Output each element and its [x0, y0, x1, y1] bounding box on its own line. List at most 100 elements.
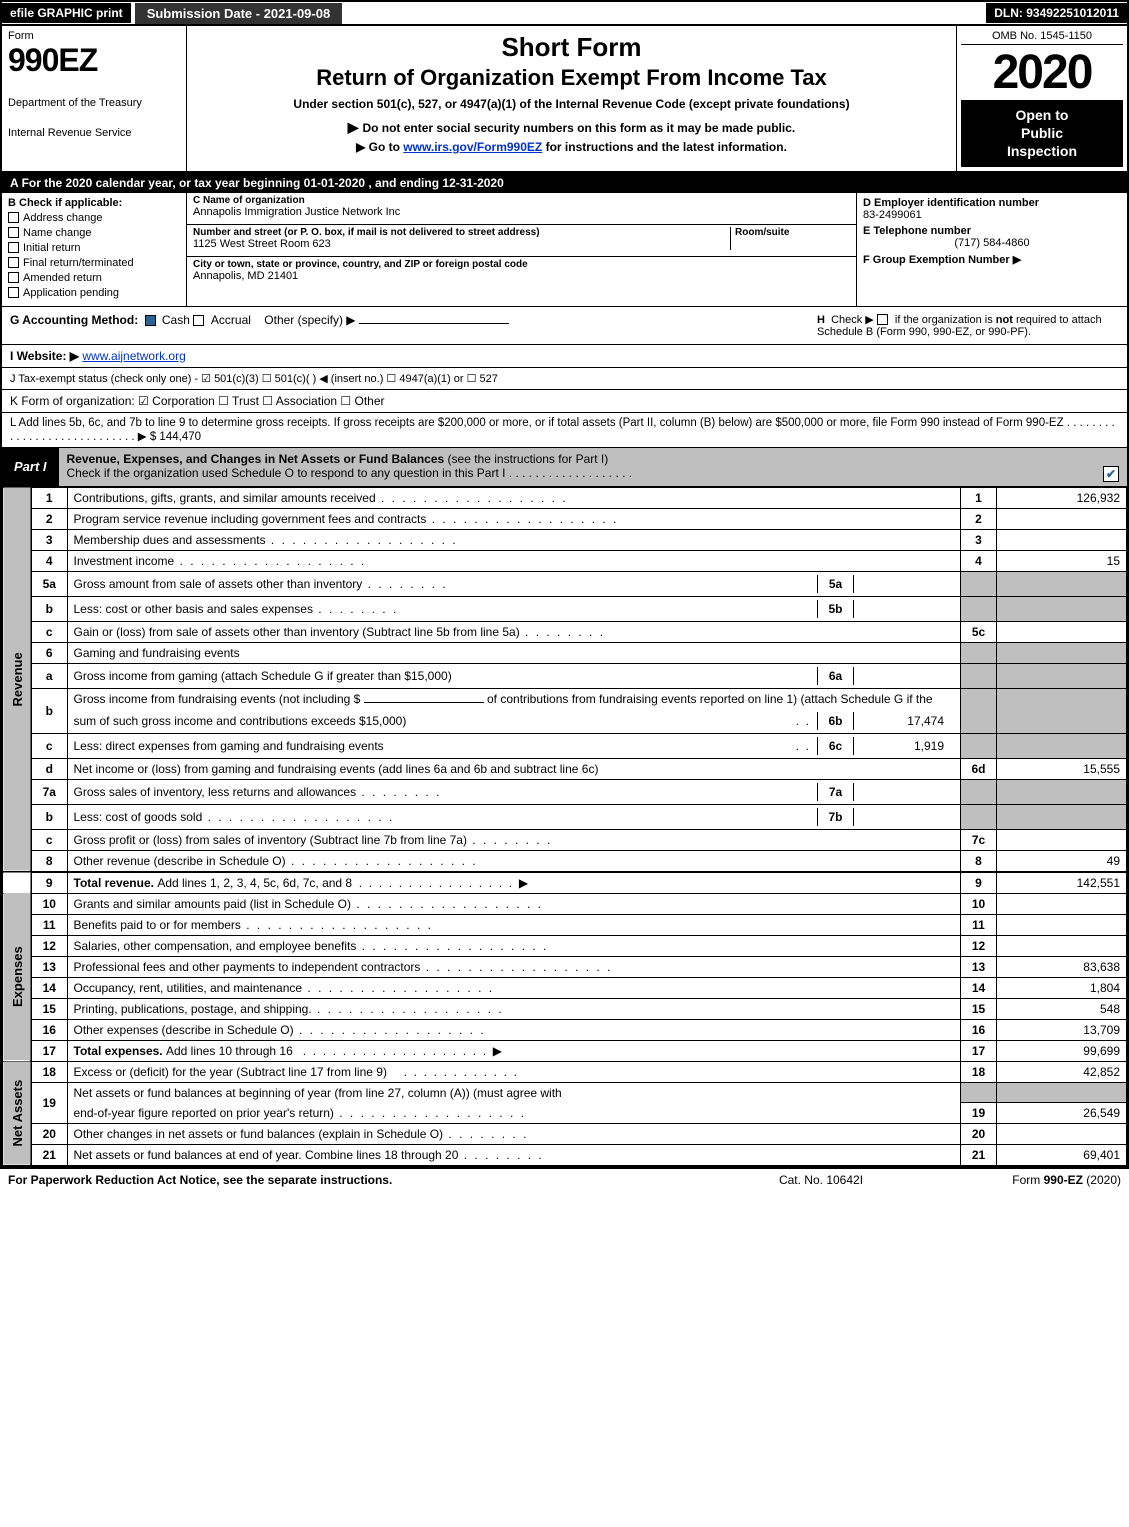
line-5a: 5a Gross amount from sale of assets othe… [3, 571, 1127, 596]
arrow-icon: ▶ [348, 119, 363, 135]
website-link[interactable]: www.aijnetwork.org [82, 349, 185, 363]
line-desc: Contributions, gifts, grants, and simila… [74, 491, 568, 505]
form-label: Form [8, 30, 180, 42]
form-header: Form 990EZ Department of the Treasury In… [2, 26, 1127, 173]
page-footer: For Paperwork Reduction Act Notice, see … [0, 1168, 1129, 1191]
chk-schedule-b[interactable] [877, 314, 888, 325]
addr-label: Number and street (or P. O. box, if mail… [193, 227, 730, 238]
header-left: Form 990EZ Department of the Treasury In… [2, 26, 187, 171]
line-6: 6 Gaming and fundraising events [3, 642, 1127, 663]
city-state-zip: Annapolis, MD 21401 [193, 270, 850, 282]
part-1-header: Part I Revenue, Expenses, and Changes in… [2, 448, 1127, 487]
line-6b: b Gross income from fundraising events (… [3, 688, 1127, 709]
line-13: 13 Professional fees and other payments … [3, 956, 1127, 977]
line-14: 14 Occupancy, rent, utilities, and maint… [3, 977, 1127, 998]
dept-irs: Internal Revenue Service [8, 127, 180, 139]
goto-prefix: Go to [369, 140, 404, 154]
website-label: I Website: ▶ [10, 349, 79, 363]
tel-label: E Telephone number [863, 225, 1121, 237]
under-section-text: Under section 501(c), 527, or 4947(a)(1)… [197, 97, 946, 111]
part-1-table: Revenue 1 Contributions, gifts, grants, … [2, 487, 1127, 1167]
part-1-subtitle: Check if the organization used Schedule … [67, 466, 633, 480]
goto-instructions: ▶ Go to www.irs.gov/Form990EZ for instru… [197, 140, 946, 154]
chk-initial-return[interactable]: Initial return [8, 242, 180, 254]
header-right: OMB No. 1545-1150 2020 Open to Public In… [957, 26, 1127, 171]
short-form-title: Short Form [197, 32, 946, 63]
line-17: 17 Total expenses. Add lines 10 through … [3, 1040, 1127, 1061]
header-center: Short Form Return of Organization Exempt… [187, 26, 957, 171]
line-a-tax-year: A For the 2020 calendar year, or tax yea… [2, 173, 1127, 193]
catalog-number: Cat. No. 10642I [721, 1173, 921, 1187]
efile-print-button[interactable]: efile GRAPHIC print [2, 3, 131, 23]
line-5b: b Less: cost or other basis and sales ex… [3, 596, 1127, 621]
chk-accrual[interactable] [193, 315, 204, 326]
line-20: 20 Other changes in net assets or fund b… [3, 1124, 1127, 1145]
section-d-e-f: D Employer identification number 83-2499… [857, 193, 1127, 306]
line-10: Expenses 10 Grants and similar amounts p… [3, 893, 1127, 914]
chk-name-change[interactable]: Name change [8, 227, 180, 239]
form-number: 990EZ [8, 42, 180, 79]
chk-final-return[interactable]: Final return/terminated [8, 257, 180, 269]
chk-cash-checked[interactable] [145, 315, 156, 326]
part-1-title-rest: (see the instructions for Part I) [448, 452, 609, 466]
street-address: 1125 West Street Room 623 [193, 238, 730, 250]
line-19-cont: end-of-year figure reported on prior yea… [3, 1103, 1127, 1124]
top-bar: efile GRAPHIC print Submission Date - 20… [2, 2, 1127, 26]
info-block: B Check if applicable: Address change Na… [2, 193, 1127, 307]
line-2: 2 Program service revenue including gove… [3, 508, 1127, 529]
line-ref: 1 [961, 487, 997, 508]
line-7c: c Gross profit or (loss) from sales of i… [3, 829, 1127, 850]
paperwork-notice: For Paperwork Reduction Act Notice, see … [8, 1173, 721, 1187]
part-1-title-bold: Revenue, Expenses, and Changes in Net As… [67, 452, 445, 466]
part-1-title: Revenue, Expenses, and Changes in Net As… [59, 448, 1127, 486]
accrual-label: Accrual [211, 313, 251, 327]
revenue-side-label: Revenue [3, 487, 32, 872]
section-h: H Check ▶ if the organization is not req… [809, 313, 1119, 338]
line-12: 12 Salaries, other compensation, and emp… [3, 935, 1127, 956]
line-6d: d Net income or (loss) from gaming and f… [3, 758, 1127, 779]
line-18: Net Assets 18 Excess or (deficit) for th… [3, 1061, 1127, 1082]
chk-amended-return[interactable]: Amended return [8, 272, 180, 284]
line-19: 19 Net assets or fund balances at beginn… [3, 1082, 1127, 1103]
irs-link[interactable]: www.irs.gov/Form990EZ [403, 140, 542, 154]
line-8: 8 Other revenue (describe in Schedule O)… [3, 850, 1127, 872]
other-label: Other (specify) ▶ [264, 313, 355, 327]
fundraising-amount-input[interactable] [364, 702, 484, 703]
ssn-notice: ▶ Do not enter social security numbers o… [197, 119, 946, 136]
row-i-website: I Website: ▶ www.aijnetwork.org [2, 345, 1127, 368]
part-1-check-o[interactable]: ✔ [1103, 466, 1119, 482]
form-990ez-page: efile GRAPHIC print Submission Date - 20… [0, 0, 1129, 1168]
row-j-tax-exempt: J Tax-exempt status (check only one) - ☑… [2, 368, 1127, 390]
dept-treasury: Department of the Treasury [8, 97, 180, 109]
line-11: 11 Benefits paid to or for members 11 [3, 914, 1127, 935]
accounting-label: G Accounting Method: [10, 313, 138, 327]
room-label: Room/suite [735, 227, 850, 238]
section-c-org-info: C Name of organization Annapolis Immigra… [187, 193, 857, 306]
line-4: 4 Investment income 4 15 [3, 550, 1127, 571]
line-9: 9 Total revenue. Total revenue. Add line… [3, 872, 1127, 894]
line-6a: a Gross income from gaming (attach Sched… [3, 663, 1127, 688]
line-a-text: For the 2020 calendar year, or tax year … [22, 176, 504, 190]
expenses-side-label: Expenses [3, 893, 32, 1061]
other-specify-input[interactable] [359, 323, 509, 324]
inspection-line1: Open to [965, 106, 1119, 124]
chk-address-change[interactable]: Address change [8, 212, 180, 224]
inspection-box: Open to Public Inspection [961, 100, 1123, 167]
city-label: City or town, state or province, country… [193, 259, 850, 270]
dln-number: DLN: 93492251012011 [986, 3, 1127, 23]
chk-application-pending[interactable]: Application pending [8, 287, 180, 299]
row-g-h: G Accounting Method: Cash Accrual Other … [2, 307, 1127, 345]
line-6b-cont: sum of such gross income and contributio… [3, 709, 1127, 734]
row-l-gross-receipts: L Add lines 5b, 6c, and 7b to line 9 to … [2, 413, 1127, 448]
line-15: 15 Printing, publications, postage, and … [3, 998, 1127, 1019]
section-b-checkboxes: B Check if applicable: Address change Na… [2, 193, 187, 306]
ssn-notice-text: Do not enter social security numbers on … [362, 121, 795, 135]
line-3: 3 Membership dues and assessments 3 [3, 529, 1127, 550]
line-1: Revenue 1 Contributions, gifts, grants, … [3, 487, 1127, 508]
omb-number: OMB No. 1545-1150 [961, 30, 1123, 45]
row-k-form-org: K Form of organization: ☑ Corporation ☐ … [2, 390, 1127, 413]
inspection-line3: Inspection [965, 142, 1119, 160]
inspection-line2: Public [965, 124, 1119, 142]
cash-label: Cash [162, 313, 190, 327]
arrow-icon: ▶ [356, 140, 369, 154]
